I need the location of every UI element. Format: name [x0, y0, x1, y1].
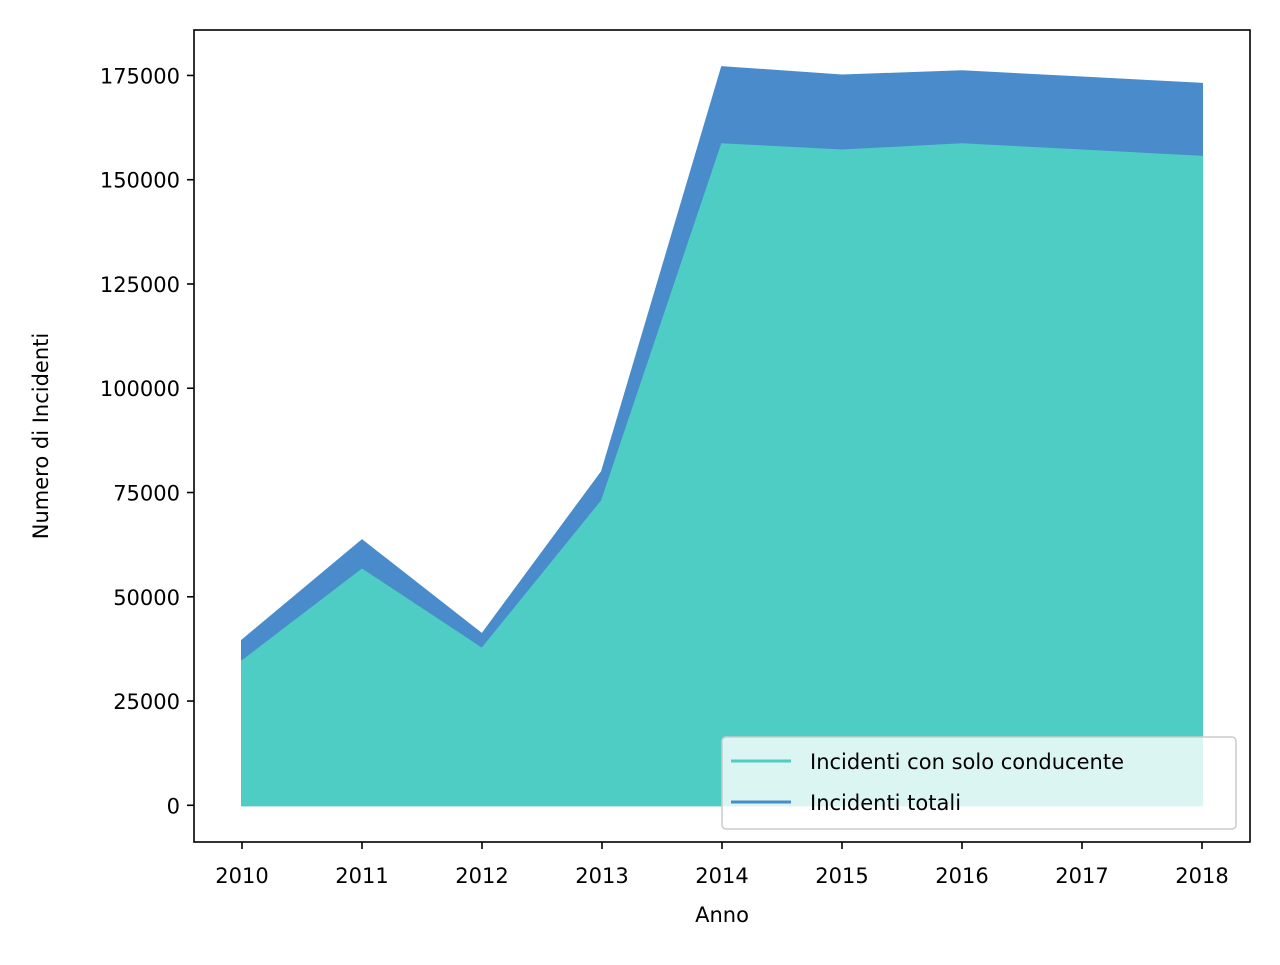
y-tick-label: 25000 — [113, 690, 180, 714]
y-axis: 0 25000 50000 75000 100000 125000 150000 175000 — [100, 64, 194, 818]
y-tick-label: 0 — [167, 794, 180, 818]
y-tick-label: 175000 — [100, 64, 180, 88]
y-tick-label: 75000 — [113, 482, 180, 506]
y-tick-label: 150000 — [100, 169, 180, 193]
x-tick-label: 2018 — [1175, 864, 1228, 888]
x-tick-label: 2010 — [215, 864, 268, 888]
y-tick-label: 125000 — [100, 273, 180, 297]
legend: Incidenti con solo conducente Incidenti … — [721, 736, 1237, 830]
legend-box — [721, 736, 1237, 830]
x-tick-label: 2013 — [575, 864, 628, 888]
y-tick-label: 100000 — [100, 377, 180, 401]
legend-label-totali: Incidenti totali — [810, 791, 961, 815]
x-tick-label: 2017 — [1055, 864, 1108, 888]
x-axis-label: Anno — [695, 903, 749, 927]
x-tick-label: 2011 — [335, 864, 388, 888]
x-tick-label: 2015 — [815, 864, 868, 888]
area-incidenti-solo-conducente — [241, 143, 1203, 807]
areas-layer — [241, 66, 1203, 807]
x-tick-label: 2012 — [455, 864, 508, 888]
x-tick-label: 2016 — [935, 864, 988, 888]
x-tick-label: 2014 — [695, 864, 748, 888]
legend-label-solo: Incidenti con solo conducente — [810, 750, 1124, 774]
y-axis-label: Numero di Incidenti — [29, 333, 53, 539]
x-axis: 2010 2011 2012 2013 2014 2015 2016 2017 2018 — [215, 842, 1229, 888]
y-tick-label: 50000 — [113, 586, 180, 610]
